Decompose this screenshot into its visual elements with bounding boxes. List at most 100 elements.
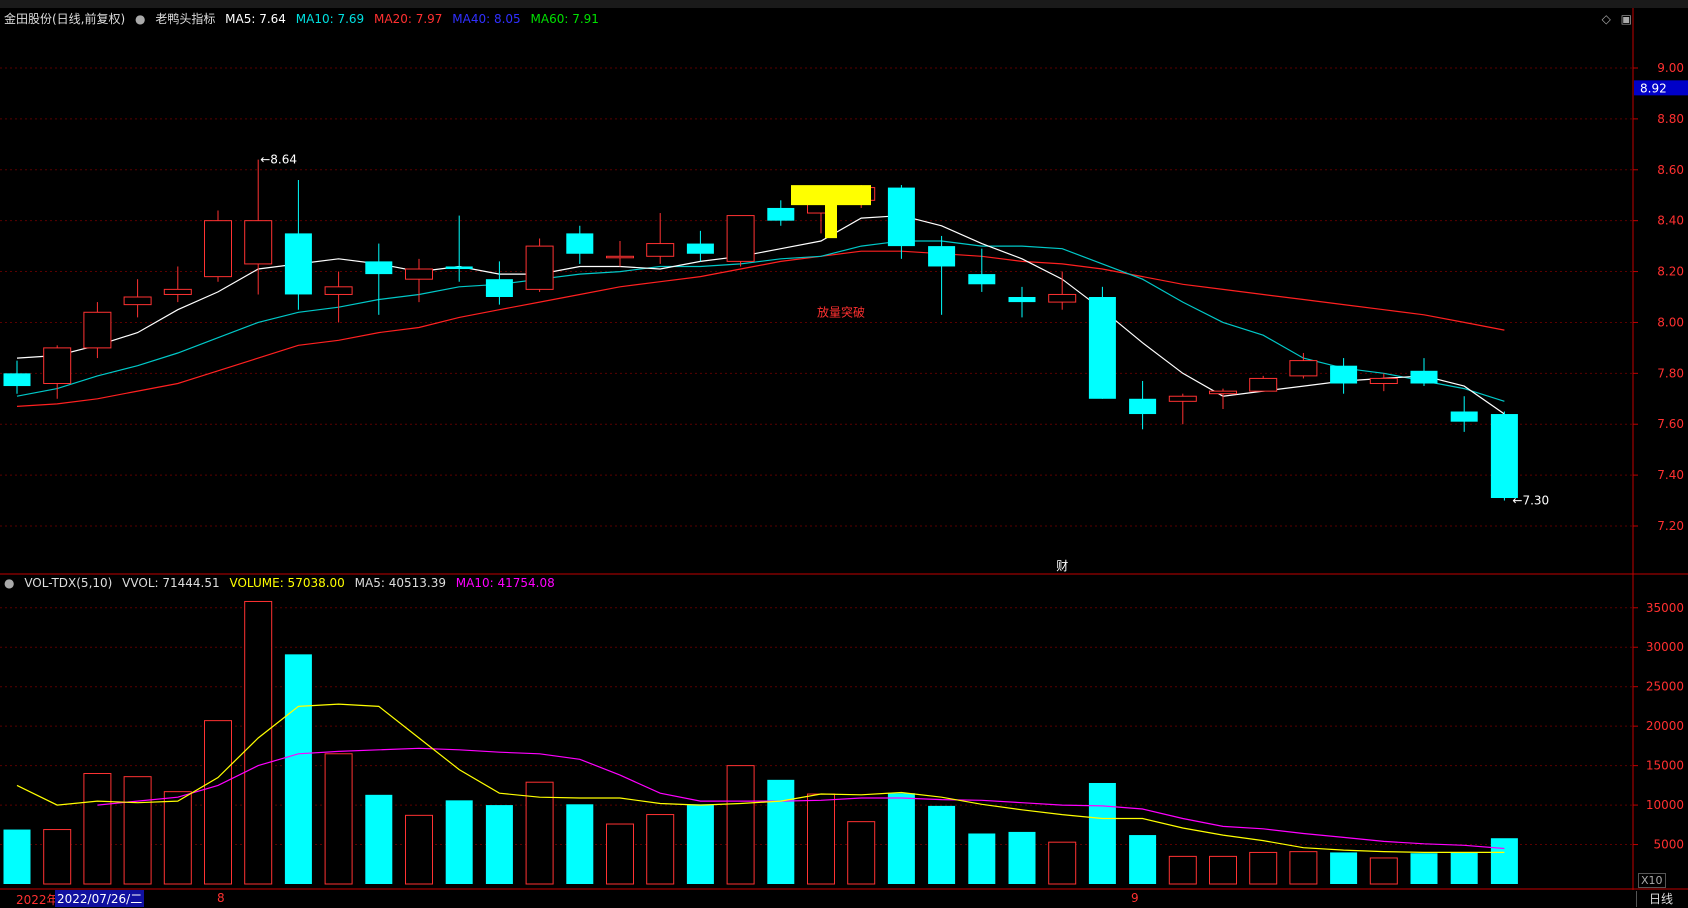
candle-body bbox=[485, 279, 513, 297]
signal-t-bar bbox=[791, 185, 871, 206]
candle-body bbox=[3, 373, 31, 387]
volume-ma5-line bbox=[16, 703, 1505, 854]
volume-bar bbox=[1410, 853, 1438, 884]
candle-body bbox=[726, 215, 755, 262]
vol-indicator-name[interactable]: VOL-TDX(5,10) bbox=[24, 576, 113, 590]
volume-ma10-line bbox=[97, 747, 1505, 850]
candle-body bbox=[1410, 370, 1438, 384]
volume-bar bbox=[847, 821, 876, 885]
candle-body bbox=[123, 296, 152, 306]
ma5-value: MA5: 7.64 bbox=[225, 12, 286, 26]
stock-name: 金田股份(日线,前复权) bbox=[4, 12, 126, 26]
volume-bar bbox=[3, 829, 31, 884]
candle-body bbox=[887, 187, 915, 247]
volume-tick-label: 30000 bbox=[1646, 640, 1684, 654]
candle-body bbox=[686, 243, 714, 254]
candle-body bbox=[324, 286, 353, 295]
volume-bar bbox=[163, 791, 192, 885]
volume-header: ● VOL-TDX(5,10) VVOL: 71444.51 VOLUME: 5… bbox=[4, 576, 561, 590]
current-price-tag bbox=[1634, 80, 1688, 96]
month-9-label: 9 bbox=[1131, 891, 1139, 905]
candle-body bbox=[1129, 398, 1157, 415]
maximize-icon[interactable]: ▣ bbox=[1620, 12, 1632, 26]
candle-body bbox=[566, 233, 594, 254]
candle-body bbox=[646, 243, 675, 257]
volume-bar bbox=[83, 773, 112, 885]
ma40-value: MA40: 8.05 bbox=[452, 12, 521, 26]
volume-bar bbox=[1249, 851, 1278, 885]
candle-body bbox=[405, 268, 433, 280]
signal-t-stem bbox=[825, 200, 837, 239]
volume-bar bbox=[606, 823, 634, 885]
current-price-label: 8.92 bbox=[1640, 81, 1667, 95]
volume-bar bbox=[686, 804, 714, 884]
price-tick-label: 8.40 bbox=[1657, 214, 1684, 228]
period-daily-button[interactable]: 日线 bbox=[1636, 891, 1685, 907]
candle-body bbox=[445, 266, 473, 270]
candle-body bbox=[525, 245, 554, 290]
diamond-icon[interactable]: ◇ bbox=[1601, 12, 1611, 26]
indicator-name[interactable]: 老鸭头指标 bbox=[155, 12, 216, 26]
volume-bar bbox=[928, 805, 956, 884]
low-price-label: ←7.30 bbox=[1512, 494, 1549, 508]
candle-body bbox=[244, 220, 273, 265]
candle-body bbox=[767, 207, 795, 221]
year-label: 2022年 bbox=[16, 893, 59, 907]
volume-bar bbox=[1369, 857, 1398, 885]
volume-bar bbox=[1490, 838, 1518, 884]
zoom-x10-label[interactable]: X10 bbox=[1638, 873, 1666, 888]
volume-bar bbox=[1289, 851, 1318, 885]
indicator-dot-icon[interactable]: ● bbox=[135, 12, 146, 26]
volume-bar bbox=[767, 779, 795, 884]
candle-body bbox=[968, 274, 996, 285]
volume-bar bbox=[123, 776, 152, 885]
candle-body bbox=[1490, 414, 1518, 499]
cursor-date-label: 2022/07/26/二 bbox=[55, 890, 145, 907]
candle-body bbox=[365, 261, 393, 275]
price-tick-label: 8.80 bbox=[1657, 112, 1684, 126]
vvol-value: VVOL: 71444.51 bbox=[122, 576, 220, 590]
ma60-value: MA60: 7.91 bbox=[530, 12, 599, 26]
volume-bar bbox=[1088, 782, 1116, 884]
finance-marker: 财 bbox=[1056, 559, 1068, 573]
volume-bar bbox=[1008, 831, 1036, 884]
price-tick-label: 7.20 bbox=[1657, 519, 1684, 533]
candle-body bbox=[1048, 293, 1077, 303]
price-tick-label: 7.80 bbox=[1657, 366, 1684, 380]
volume-bar bbox=[1048, 841, 1077, 885]
volume-bar bbox=[405, 814, 433, 885]
ma5-line bbox=[16, 214, 1505, 415]
candle-body bbox=[1209, 390, 1237, 395]
volume-tick-label: 35000 bbox=[1646, 601, 1684, 615]
price-tick-label: 9.00 bbox=[1657, 61, 1684, 75]
volume-tick-label: 5000 bbox=[1653, 838, 1684, 852]
candle-body bbox=[1088, 297, 1116, 399]
price-tick-label: 7.40 bbox=[1657, 468, 1684, 482]
price-tick-label: 8.20 bbox=[1657, 265, 1684, 279]
ma20-value: MA20: 7.97 bbox=[374, 12, 443, 26]
volume-bar bbox=[1450, 852, 1478, 884]
volume-tick-label: 15000 bbox=[1646, 759, 1684, 773]
volume-bar bbox=[566, 804, 594, 884]
candle-body bbox=[204, 220, 232, 278]
candle-body bbox=[1168, 395, 1197, 402]
price-header: 金田股份(日线,前复权) ● 老鸭头指标 MA5: 7.64 MA10: 7.6… bbox=[4, 10, 605, 27]
volume-bar bbox=[365, 794, 393, 884]
candle-body bbox=[284, 233, 312, 295]
month-8-label: 8 bbox=[217, 891, 225, 905]
vol-ma10-value: MA10: 41754.08 bbox=[455, 576, 555, 590]
ma10-value: MA10: 7.69 bbox=[295, 12, 365, 26]
volume-bar bbox=[887, 793, 915, 884]
volume-bar bbox=[204, 720, 232, 885]
ma10-line bbox=[16, 240, 1505, 402]
volume-bar bbox=[1129, 835, 1157, 884]
date-axis-bar: 2022年 2022/07/26/二 8 9 bbox=[0, 890, 1633, 908]
volume-bar bbox=[646, 814, 675, 885]
vol-dot-icon[interactable]: ● bbox=[4, 576, 15, 590]
candle-body bbox=[1330, 365, 1358, 384]
candle-body bbox=[83, 311, 112, 349]
high-price-label: ←8.64 bbox=[260, 153, 297, 167]
breakout-annotation: 放量突破 bbox=[817, 304, 865, 319]
volume-bar bbox=[324, 753, 353, 885]
